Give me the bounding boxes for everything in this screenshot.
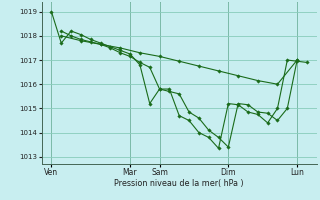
X-axis label: Pression niveau de la mer( hPa ): Pression niveau de la mer( hPa ) (114, 179, 244, 188)
